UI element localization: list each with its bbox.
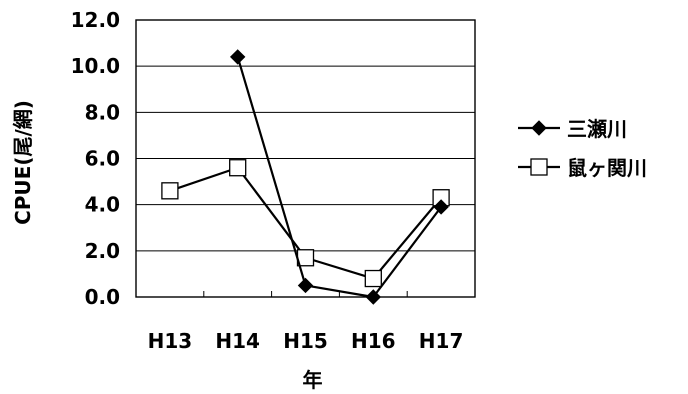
legend-label: 鼠ヶ関川 [567,156,647,180]
y-tick-label: 8.0 [85,100,120,124]
x-tick-label: H13 [148,329,193,353]
diamond-marker [365,289,382,305]
y-tick-label: 0.0 [85,285,120,309]
y-axis-tick-labels: 0.0 2.0 4.0 6.0 8.0 10.0 12.0 [71,8,120,309]
series-line [236,56,442,299]
y-tick-label: 4.0 [85,193,120,217]
x-tick-label: H17 [419,329,464,353]
square-marker [530,158,548,176]
y-tick-label: 6.0 [85,147,120,171]
diamond-marker [229,49,246,65]
series-layer [161,49,450,305]
y-tick-label: 2.0 [85,239,120,263]
y-axis-title: CPUE(尾/網) [11,100,35,225]
diamond-marker [297,277,314,294]
x-tick-label: H14 [215,329,260,353]
diamond-marker [433,199,449,215]
gridlines [136,65,475,252]
legend-item: 鼠ヶ関川 [518,156,647,180]
square-marker [229,159,247,177]
series-2 [161,159,450,288]
legend-item: 三瀬川 [518,117,627,141]
x-axis-title: 年 [303,368,323,392]
plot-area-frame [135,19,476,298]
square-marker [364,269,382,288]
x-tick-label: H16 [351,329,396,353]
y-tick-label: 12.0 [71,8,120,32]
legend-label: 三瀬川 [567,117,627,141]
diamond-marker [531,120,547,136]
x-axis-tick-labels: H13 H14 H15 H16 H17 [148,329,464,353]
x-tick-label: H15 [283,329,328,353]
y-tick-label: 10.0 [71,54,120,78]
square-marker [161,182,179,200]
series-1 [229,49,449,305]
